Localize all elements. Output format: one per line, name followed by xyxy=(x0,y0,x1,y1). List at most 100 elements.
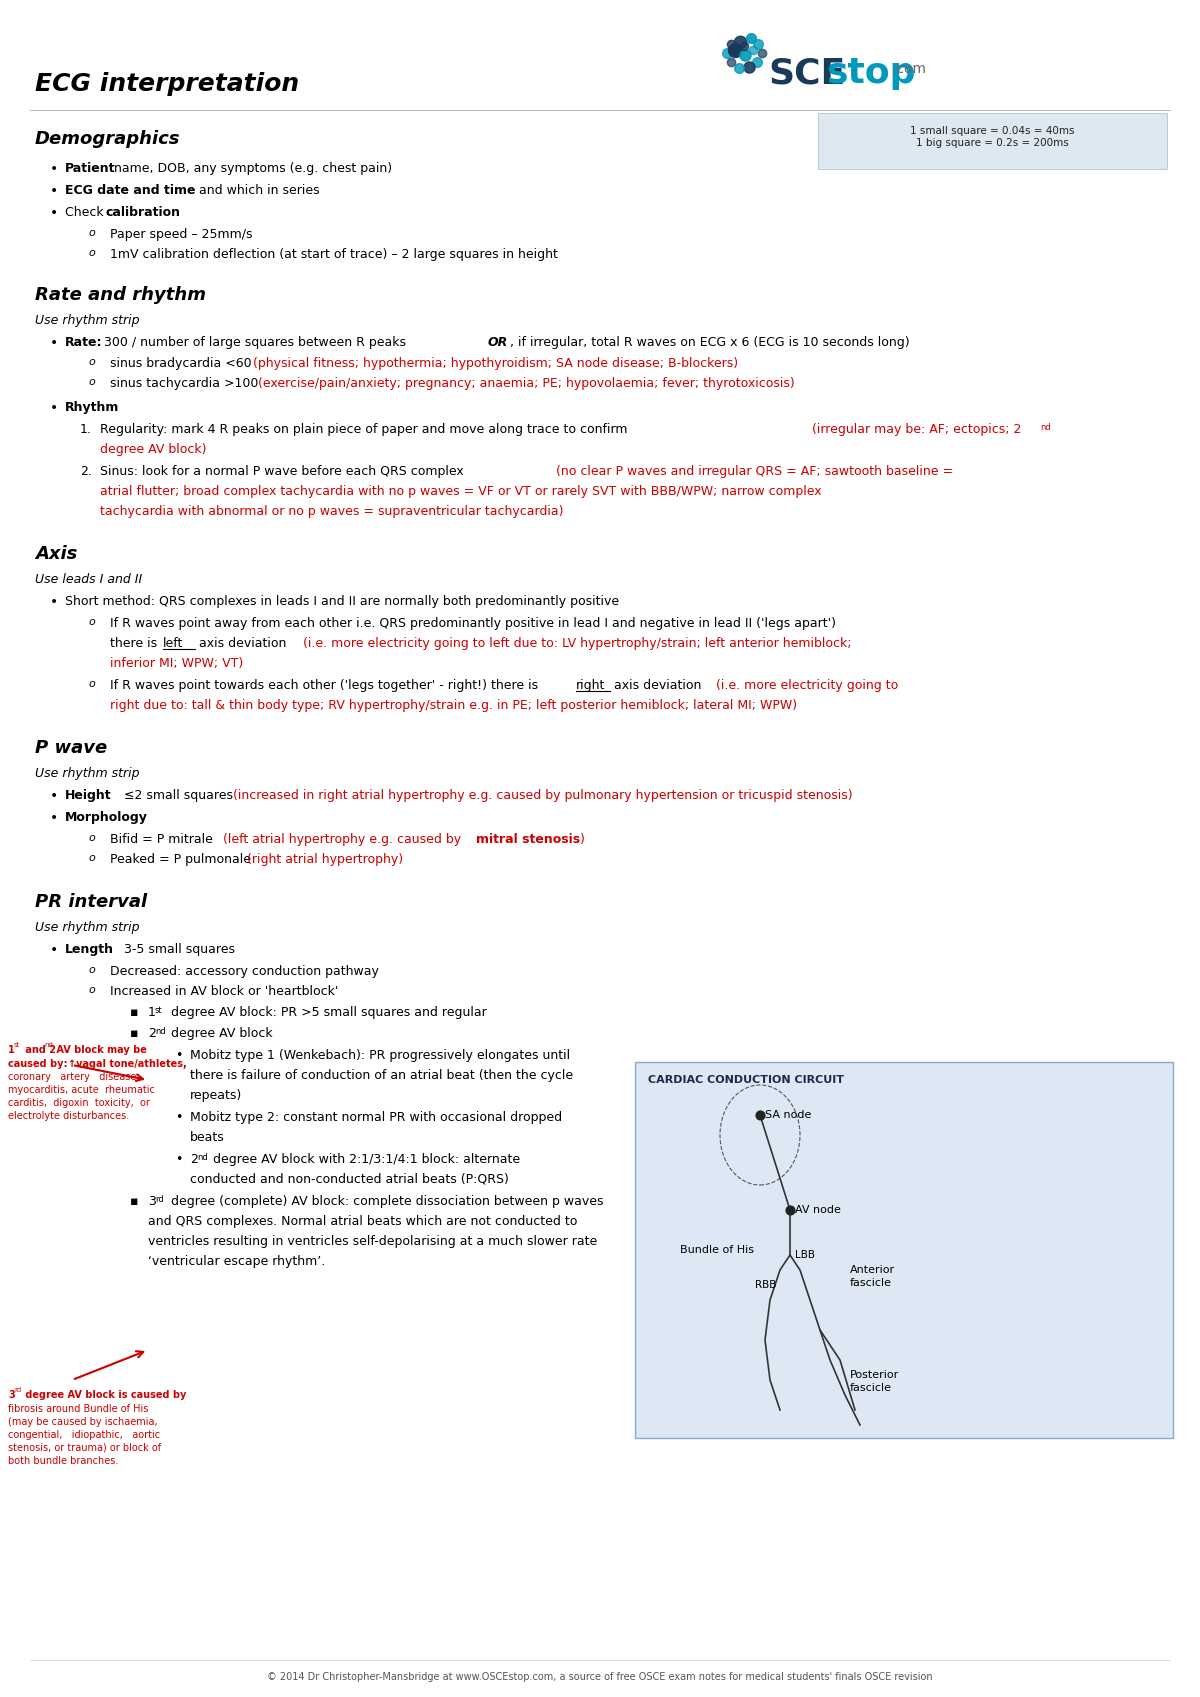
Text: Sinus: look for a normal P wave before each QRS complex: Sinus: look for a normal P wave before e… xyxy=(100,465,468,479)
Text: If R waves point towards each other ('legs together' - right!) there is: If R waves point towards each other ('le… xyxy=(110,679,542,692)
Text: there is failure of conduction of an atrial beat (then the cycle: there is failure of conduction of an atr… xyxy=(190,1069,574,1083)
Text: o: o xyxy=(88,854,95,864)
Text: inferior MI; WPW; VT): inferior MI; WPW; VT) xyxy=(110,657,244,670)
Text: rd: rd xyxy=(155,1195,163,1203)
Text: (no clear P waves and irregular QRS = AF; sawtooth baseline =: (no clear P waves and irregular QRS = AF… xyxy=(556,465,953,479)
Point xyxy=(736,41,755,68)
Text: 1: 1 xyxy=(8,1045,14,1056)
Text: o: o xyxy=(88,833,95,843)
Text: st: st xyxy=(14,1042,20,1049)
Text: o: o xyxy=(88,984,95,994)
Text: ECG date and time: ECG date and time xyxy=(65,183,196,197)
Text: degree AV block): degree AV block) xyxy=(100,443,206,456)
Text: Decreased: accessory conduction pathway: Decreased: accessory conduction pathway xyxy=(110,966,379,977)
Text: right: right xyxy=(576,679,605,692)
FancyBboxPatch shape xyxy=(818,114,1166,170)
Text: Use rhythm strip: Use rhythm strip xyxy=(35,921,139,933)
Text: Patient: Patient xyxy=(65,161,115,175)
Text: o: o xyxy=(88,356,95,367)
Text: .com: .com xyxy=(893,63,928,76)
Text: RBB: RBB xyxy=(755,1280,776,1290)
Text: mitral stenosis: mitral stenosis xyxy=(476,833,580,847)
Text: P wave: P wave xyxy=(35,738,107,757)
Text: nd: nd xyxy=(1040,423,1051,433)
Text: , if irregular, total R waves on ECG x 6 (ECG is 10 seconds long): , if irregular, total R waves on ECG x 6… xyxy=(510,336,910,350)
Text: Peaked = P pulmonale: Peaked = P pulmonale xyxy=(110,854,256,865)
Text: 1.: 1. xyxy=(80,423,92,436)
Text: (irregular may be: AF; ectopics; 2: (irregular may be: AF; ectopics; 2 xyxy=(812,423,1021,436)
Text: •: • xyxy=(50,596,59,609)
Text: both bundle branches.: both bundle branches. xyxy=(8,1456,119,1466)
Text: 1: 1 xyxy=(148,1006,156,1018)
Text: o: o xyxy=(88,377,95,387)
Point xyxy=(739,53,758,80)
Text: Bundle of His: Bundle of His xyxy=(680,1246,754,1256)
Text: Use rhythm strip: Use rhythm strip xyxy=(35,767,139,781)
Text: Posterior: Posterior xyxy=(850,1369,899,1380)
Point xyxy=(748,49,767,76)
Text: Short method: QRS complexes in leads I and II are normally both predominantly po: Short method: QRS complexes in leads I a… xyxy=(65,596,619,608)
Text: (physical fitness; hypothermia; hypothyroidism; SA node disease; B-blockers): (physical fitness; hypothermia; hypothyr… xyxy=(253,356,738,370)
Text: Paper speed – 25mm/s: Paper speed – 25mm/s xyxy=(110,227,252,241)
Text: beats: beats xyxy=(190,1130,224,1144)
Text: degree AV block: degree AV block xyxy=(167,1027,272,1040)
Text: degree AV block: PR >5 small squares and regular: degree AV block: PR >5 small squares and… xyxy=(167,1006,487,1018)
Text: © 2014 Dr Christopher-Mansbridge at www.OSCEstop.com, a source of free OSCE exam: © 2014 Dr Christopher-Mansbridge at www.… xyxy=(268,1672,932,1682)
Text: right due to: tall & thin body type; RV hypertrophy/strain e.g. in PE; left post: right due to: tall & thin body type; RV … xyxy=(110,699,797,713)
Point xyxy=(734,32,754,59)
Text: ‘ventricular escape rhythm’.: ‘ventricular escape rhythm’. xyxy=(148,1256,325,1268)
Text: axis deviation: axis deviation xyxy=(194,636,290,650)
Text: Check: Check xyxy=(65,205,108,219)
Text: SA node: SA node xyxy=(766,1110,811,1120)
Text: 3: 3 xyxy=(8,1390,14,1400)
Text: AV block may be: AV block may be xyxy=(53,1045,146,1056)
Text: •: • xyxy=(175,1152,182,1166)
Text: ECG interpretation: ECG interpretation xyxy=(35,71,299,97)
Text: 2: 2 xyxy=(190,1152,198,1166)
Text: 2.: 2. xyxy=(80,465,92,479)
Text: ventricles resulting in ventricles self-depolarising at a much slower rate: ventricles resulting in ventricles self-… xyxy=(148,1235,598,1247)
Text: •: • xyxy=(50,336,59,350)
Text: (exercise/pain/anxiety; pregnancy; anaemia; PE; hypovolaemia; fever; thyrotoxico: (exercise/pain/anxiety; pregnancy; anaem… xyxy=(258,377,794,390)
Text: •: • xyxy=(175,1049,182,1062)
Text: Mobitz type 2: constant normal PR with occasional dropped: Mobitz type 2: constant normal PR with o… xyxy=(190,1112,562,1123)
Text: rd: rd xyxy=(14,1386,22,1393)
Text: Height: Height xyxy=(65,789,112,803)
Text: (i.e. more electricity going to: (i.e. more electricity going to xyxy=(716,679,899,692)
FancyBboxPatch shape xyxy=(635,1062,1174,1437)
Text: •: • xyxy=(50,944,59,957)
Text: conducted and non-conducted atrial beats (P:QRS): conducted and non-conducted atrial beats… xyxy=(190,1173,509,1186)
Text: Rate:: Rate: xyxy=(65,336,102,350)
Text: electrolyte disturbances.: electrolyte disturbances. xyxy=(8,1112,130,1122)
Point xyxy=(731,29,750,56)
Text: st: st xyxy=(155,1006,163,1015)
Text: PR interval: PR interval xyxy=(35,893,148,911)
Text: fascicle: fascicle xyxy=(850,1383,892,1393)
Text: and 2: and 2 xyxy=(22,1045,56,1056)
Text: nd: nd xyxy=(44,1042,53,1049)
Text: Morphology: Morphology xyxy=(65,811,148,825)
Text: Length: Length xyxy=(65,944,114,955)
Point xyxy=(721,31,740,58)
Text: Increased in AV block or 'heartblock': Increased in AV block or 'heartblock' xyxy=(110,984,338,998)
Text: (right atrial hypertrophy): (right atrial hypertrophy) xyxy=(247,854,403,865)
Text: o: o xyxy=(88,248,95,258)
Text: (left atrial hypertrophy e.g. caused by: (left atrial hypertrophy e.g. caused by xyxy=(223,833,466,847)
Text: there is: there is xyxy=(110,636,161,650)
Text: Use rhythm strip: Use rhythm strip xyxy=(35,314,139,328)
Text: Axis: Axis xyxy=(35,545,77,563)
Text: nd: nd xyxy=(197,1152,208,1162)
Text: ↑vagal tone/athletes,: ↑vagal tone/athletes, xyxy=(68,1059,187,1069)
Text: left: left xyxy=(163,636,184,650)
Point xyxy=(749,31,768,58)
Text: 1 small square = 0.04s = 40ms
1 big square = 0.2s = 200ms: 1 small square = 0.04s = 40ms 1 big squa… xyxy=(910,126,1074,148)
Text: Bifid = P mitrale: Bifid = P mitrale xyxy=(110,833,217,847)
Text: Rhythm: Rhythm xyxy=(65,400,119,414)
Text: CARDIAC CONDUCTION CIRCUIT: CARDIAC CONDUCTION CIRCUIT xyxy=(648,1074,844,1084)
Text: atrial flutter; broad complex tachycardia with no p waves = VF or VT or rarely S: atrial flutter; broad complex tachycardi… xyxy=(100,485,822,497)
Text: SCE: SCE xyxy=(768,56,845,90)
Text: ): ) xyxy=(580,833,584,847)
Text: and which in series: and which in series xyxy=(194,183,319,197)
Text: carditis,  digoxin  toxicity,  or: carditis, digoxin toxicity, or xyxy=(8,1098,150,1108)
Text: 3-5 small squares: 3-5 small squares xyxy=(120,944,235,955)
